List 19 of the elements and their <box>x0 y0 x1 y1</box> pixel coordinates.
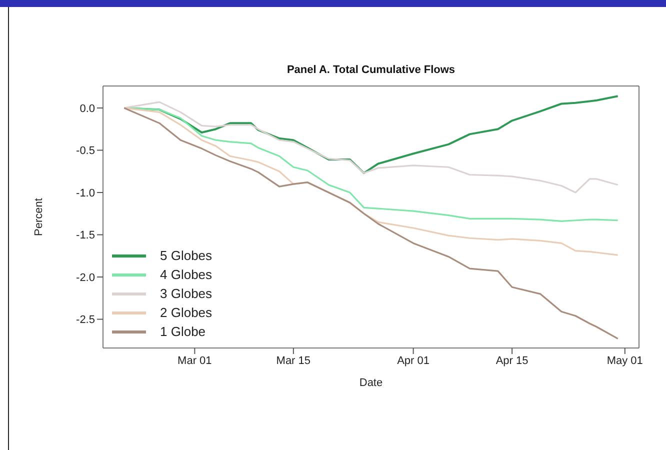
x-tick-label: Mar 01 <box>178 354 212 367</box>
x-tick-label: May 01 <box>606 354 643 367</box>
y-tick-label: -2.5 <box>76 314 95 326</box>
x-tick-label: Apr 15 <box>496 354 528 367</box>
legend-label: 5 Globes <box>160 247 212 265</box>
y-tick-label: -0.5 <box>76 145 95 158</box>
legend-label: 3 Globes <box>160 285 212 303</box>
y-axis-title: Percent <box>32 198 45 236</box>
x-axis-title: Date <box>359 377 383 389</box>
legend-label: 2 Globes <box>160 304 212 322</box>
y-tick-label: -1.5 <box>76 230 95 242</box>
legend-label: 4 Globes <box>160 266 212 284</box>
y-tick-label: -2.0 <box>76 272 95 284</box>
legend-label: 1 Globe <box>160 323 206 341</box>
x-tick-label: Mar 15 <box>276 354 311 367</box>
y-tick-label: 0.0 <box>80 102 95 115</box>
x-tick-label: Apr 01 <box>397 354 430 367</box>
chart-title: Panel A. Total Cumulative Flows <box>286 64 456 76</box>
y-tick-label: -1.0 <box>76 187 95 200</box>
